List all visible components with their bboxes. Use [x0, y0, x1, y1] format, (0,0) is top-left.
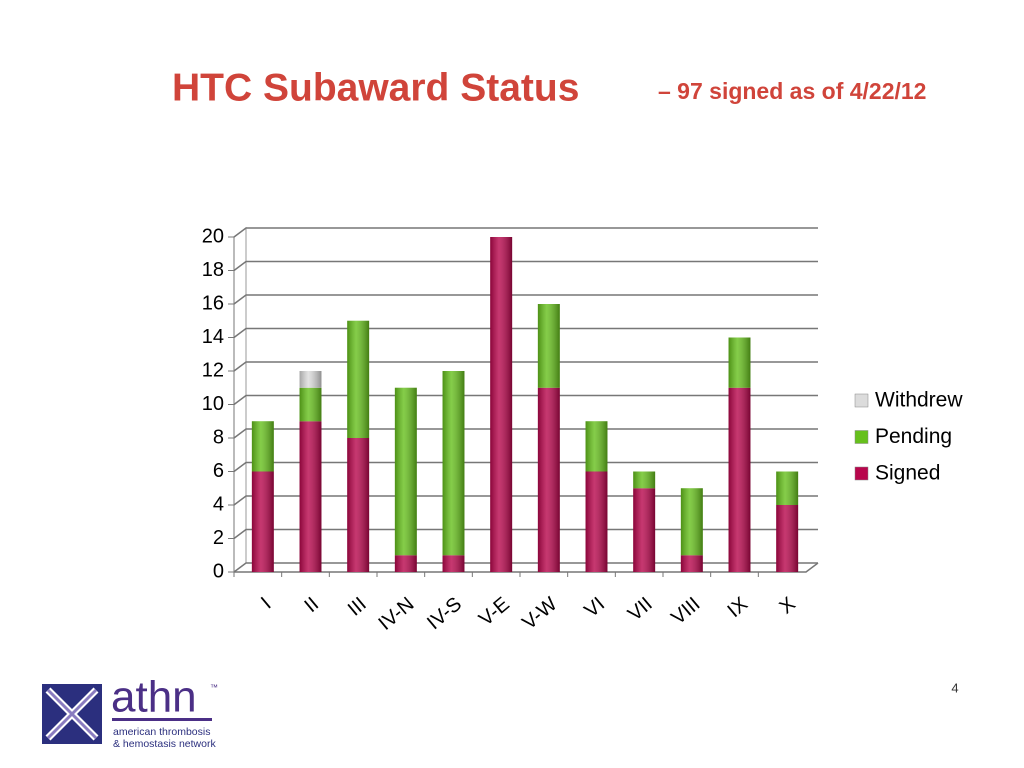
- legend-swatch: [854, 430, 869, 444]
- x-tick-label: VIII: [667, 593, 704, 629]
- x-tick-label: VII: [624, 593, 657, 626]
- logo-line: american thrombosis: [113, 726, 210, 738]
- bar-shading: [442, 555, 465, 572]
- x-tick-label: IV-N: [374, 593, 418, 635]
- y-tick-label: 4: [213, 493, 224, 515]
- logo: athn ™ american thrombosis & hemostasis …: [42, 673, 218, 750]
- grid-line: [233, 361, 818, 372]
- grid-line: [233, 394, 818, 406]
- x-tick-label: IX: [723, 593, 752, 622]
- legend-swatch: [854, 393, 869, 408]
- legend-label: Signed: [875, 462, 940, 485]
- x-tick-label: V-W: [518, 593, 561, 634]
- grid-line: [233, 327, 818, 339]
- legend-label: Withdrew: [875, 389, 963, 412]
- x-tick-label: II: [300, 593, 323, 617]
- bar-shading: [776, 471, 799, 505]
- y-tick-label: 2: [213, 527, 224, 549]
- bar-shading: [633, 488, 656, 572]
- grid-line: [233, 528, 818, 540]
- slide-subtitle: – 97 signed as of 4/22/12: [658, 78, 926, 104]
- y-tick-label: 14: [202, 326, 224, 348]
- grid-line: [233, 461, 818, 473]
- y-tick-label: 6: [213, 460, 224, 482]
- grid-line: [233, 428, 818, 439]
- x-tick-label: IV-S: [423, 593, 466, 634]
- bar-shading: [394, 387, 417, 556]
- bar-shading: [347, 438, 370, 572]
- bar-shading: [394, 555, 417, 572]
- logo-cross-inner: [46, 688, 98, 740]
- logo-name: athn: [111, 673, 197, 722]
- logo-rule: [112, 718, 212, 721]
- y-tick-label: 16: [202, 292, 224, 314]
- grid-line: [233, 495, 818, 506]
- bar-shading: [537, 387, 560, 572]
- bar-shading: [442, 371, 465, 556]
- y-tick-label: 12: [202, 359, 224, 381]
- logo-line: & hemostasis network: [113, 738, 216, 750]
- bar-shading: [728, 387, 751, 572]
- grid-line: [233, 294, 818, 305]
- bar-shading: [299, 371, 322, 388]
- bar-shading: [585, 471, 608, 572]
- bar-shading: [633, 471, 656, 489]
- bar-shading: [299, 387, 322, 422]
- bar-shading: [490, 237, 513, 572]
- y-tick-label: 18: [202, 259, 224, 281]
- bar-shading: [251, 421, 274, 472]
- slide-number: 4: [951, 680, 958, 695]
- y-tick-label: 10: [202, 393, 224, 415]
- grid-line: [233, 562, 818, 573]
- grid-line: [233, 260, 818, 272]
- x-tick-label: X: [775, 593, 799, 618]
- logo-tm: ™: [210, 683, 218, 692]
- bar-shading: [537, 304, 560, 388]
- x-tick-label: VI: [580, 593, 609, 622]
- bar-shading: [680, 555, 703, 572]
- bar-shading: [299, 421, 322, 572]
- bar-shading: [680, 488, 703, 556]
- bar-shading: [728, 337, 751, 388]
- x-tick-label: V-E: [475, 593, 514, 631]
- grid-line: [233, 227, 818, 238]
- legend-label: Pending: [875, 425, 952, 448]
- x-tick-label: I: [257, 593, 275, 613]
- x-tick-label: III: [344, 593, 371, 621]
- y-tick-label: 8: [213, 426, 224, 448]
- bar-shading: [776, 505, 799, 572]
- bar-shading: [347, 320, 370, 438]
- y-tick-label: 0: [213, 560, 224, 582]
- bar-shading: [251, 471, 274, 572]
- slide-title: HTC Subaward Status: [172, 66, 579, 109]
- bar-shading: [585, 421, 608, 472]
- legend-swatch: [854, 466, 869, 481]
- y-tick-label: 20: [202, 225, 224, 247]
